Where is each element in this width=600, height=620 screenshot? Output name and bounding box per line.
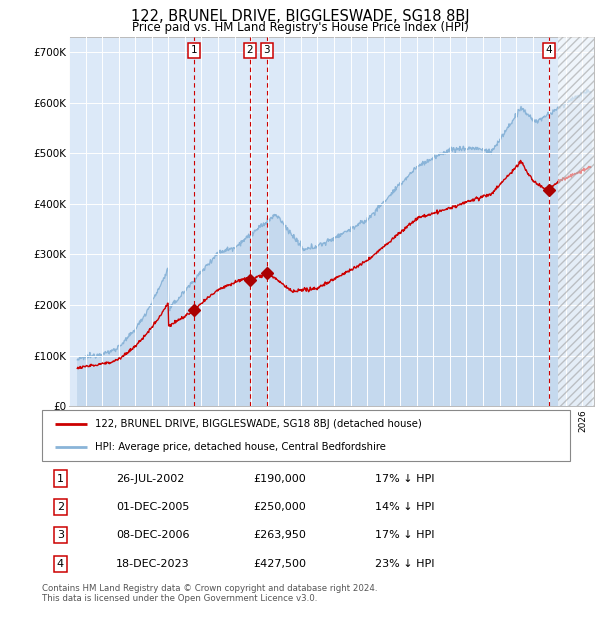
Text: £250,000: £250,000 (253, 502, 306, 512)
Text: £190,000: £190,000 (253, 474, 306, 484)
Text: 2: 2 (57, 502, 64, 512)
Text: 3: 3 (57, 530, 64, 540)
Text: 18-DEC-2023: 18-DEC-2023 (116, 559, 190, 569)
FancyBboxPatch shape (42, 410, 570, 461)
Text: £263,950: £263,950 (253, 530, 306, 540)
Text: 4: 4 (545, 45, 552, 55)
Text: 17% ↓ HPI: 17% ↓ HPI (374, 474, 434, 484)
Text: Contains HM Land Registry data © Crown copyright and database right 2024.
This d: Contains HM Land Registry data © Crown c… (42, 584, 377, 603)
Text: 01-DEC-2005: 01-DEC-2005 (116, 502, 189, 512)
Text: 17% ↓ HPI: 17% ↓ HPI (374, 530, 434, 540)
Text: 122, BRUNEL DRIVE, BIGGLESWADE, SG18 8BJ (detached house): 122, BRUNEL DRIVE, BIGGLESWADE, SG18 8BJ… (95, 418, 422, 428)
Text: Price paid vs. HM Land Registry's House Price Index (HPI): Price paid vs. HM Land Registry's House … (131, 21, 469, 34)
Text: 1: 1 (191, 45, 197, 55)
Text: 08-DEC-2006: 08-DEC-2006 (116, 530, 190, 540)
Bar (557, 37, 599, 406)
Text: HPI: Average price, detached house, Central Bedfordshire: HPI: Average price, detached house, Cent… (95, 442, 386, 452)
Text: £427,500: £427,500 (253, 559, 306, 569)
Text: 4: 4 (57, 559, 64, 569)
Text: 1: 1 (57, 474, 64, 484)
Text: 2: 2 (247, 45, 253, 55)
Text: 122, BRUNEL DRIVE, BIGGLESWADE, SG18 8BJ: 122, BRUNEL DRIVE, BIGGLESWADE, SG18 8BJ (131, 9, 469, 24)
Text: 14% ↓ HPI: 14% ↓ HPI (374, 502, 434, 512)
Text: 3: 3 (263, 45, 270, 55)
Text: 23% ↓ HPI: 23% ↓ HPI (374, 559, 434, 569)
Text: 26-JUL-2002: 26-JUL-2002 (116, 474, 184, 484)
